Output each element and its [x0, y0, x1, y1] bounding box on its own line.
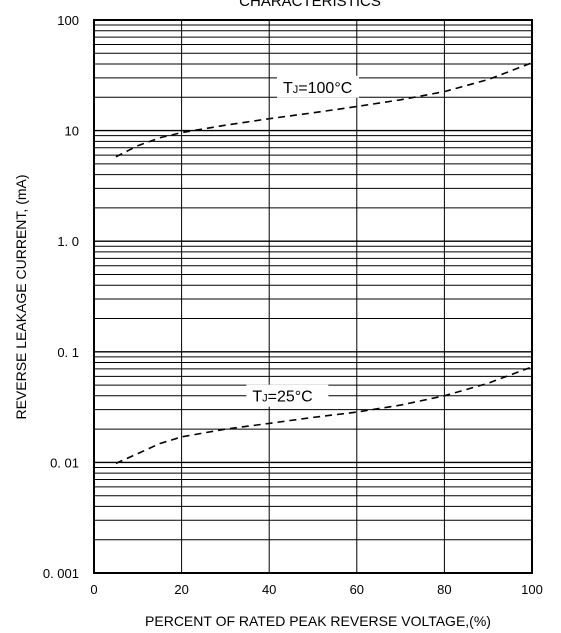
series-label: TJ=100°C: [283, 80, 352, 97]
y-tick-label: 1. 0: [57, 234, 79, 249]
series-label-bg: [277, 75, 359, 98]
y-axis-label: REVERSE LEAKAGE CURRENT, (mA): [13, 174, 29, 419]
y-tick-label: 100: [57, 13, 79, 28]
series-label: TJ=25°C: [252, 389, 312, 406]
x-axis-label: PERCENT OF RATED PEAK REVERSE VOLTAGE,(%…: [145, 613, 491, 629]
series-line: [115, 366, 533, 465]
series-labels: TJ=100°C TJ=25°C: [246, 75, 359, 407]
x-tick-label: 60: [350, 582, 364, 597]
x-tick-label: 40: [262, 582, 276, 597]
x-tick-label: 20: [174, 582, 188, 597]
grid: [94, 20, 532, 573]
x-tick-label: 0: [90, 582, 97, 597]
curves: [115, 62, 533, 465]
y-tick-label: 10: [65, 124, 79, 139]
series-line: [115, 62, 533, 158]
y-tick-label: 0. 1: [57, 345, 79, 360]
x-tick-labels: 0 20 40 60 80 100: [90, 582, 542, 597]
y-tick-label: 0. 001: [43, 566, 79, 581]
plot-frame: [93, 19, 533, 574]
chart-title: CHARACTERISTICS: [239, 0, 381, 10]
x-tick-label: 80: [437, 582, 451, 597]
y-tick-label: 0. 01: [50, 455, 79, 470]
series-label-bg: [246, 384, 329, 407]
x-tick-label: 100: [521, 582, 543, 597]
y-tick-labels: 0. 001 0. 01 0. 1 1. 0 10 100: [43, 13, 79, 581]
